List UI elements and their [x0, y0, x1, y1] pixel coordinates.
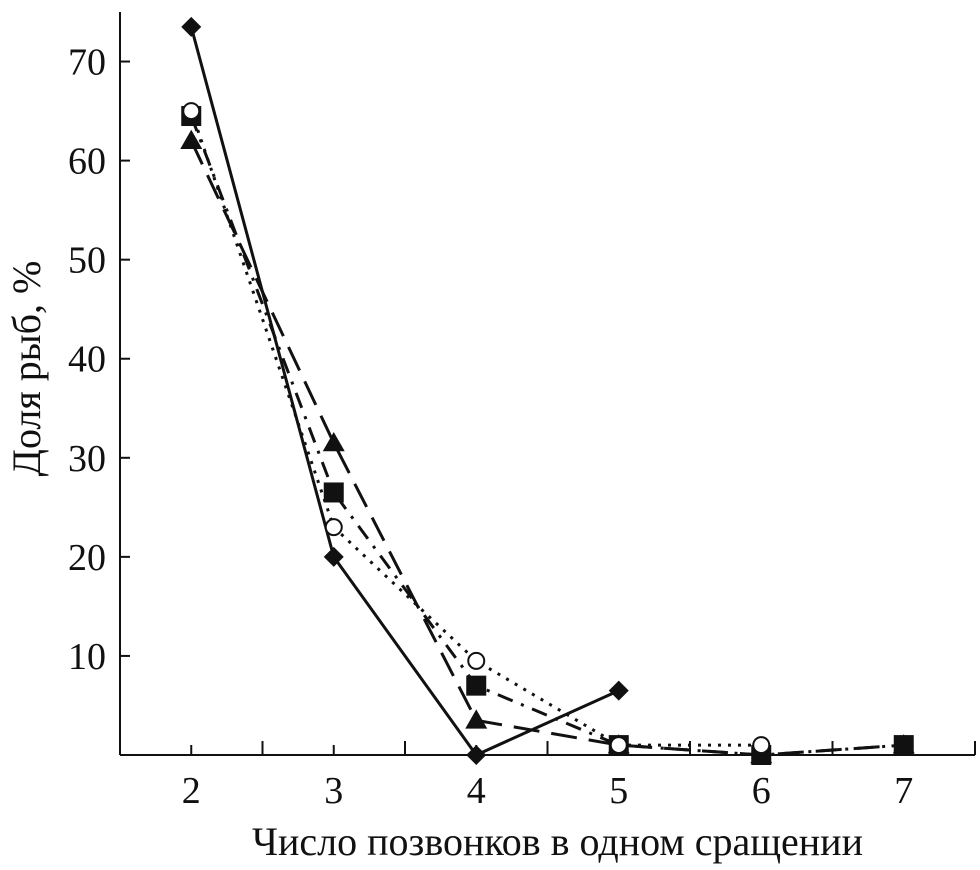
series-2-point	[322, 431, 345, 452]
series-1-point	[181, 16, 202, 37]
series-4-point	[609, 736, 628, 755]
axes: 10 20 30 40 50 60 70 2 3 4 5 6 7	[68, 12, 976, 812]
series-4-point	[182, 102, 201, 121]
x-tick-label: 6	[752, 770, 771, 812]
x-tick-label: 5	[609, 770, 628, 812]
y-tick-label: 20	[68, 537, 106, 579]
y-axis-title: Доля рыб, %	[4, 261, 49, 477]
series-3-point	[893, 735, 914, 756]
series-3-point	[323, 482, 344, 503]
series-2-point	[180, 129, 203, 150]
y-tick-label: 40	[68, 339, 106, 381]
x-axis-title: Число позвонков в одном сращении	[252, 819, 863, 864]
y-tick-label: 60	[68, 141, 106, 183]
series-2-line	[189, 140, 904, 757]
series-lines	[189, 26, 904, 757]
series-1-line	[189, 26, 620, 757]
x-tick-label: 3	[324, 770, 343, 812]
y-tick-label: 70	[68, 42, 106, 84]
x-tick-label: 7	[894, 770, 913, 812]
series-3-line	[189, 115, 904, 757]
series-4-point	[324, 518, 343, 537]
series-2-point	[465, 709, 488, 729]
series-1-point	[608, 680, 629, 701]
series-markers	[180, 16, 915, 765]
x-tick-label: 4	[467, 770, 486, 812]
series-3-point	[466, 675, 487, 696]
y-tick-label: 10	[68, 636, 106, 678]
series-4-point	[467, 651, 486, 670]
series-1-point	[466, 745, 487, 765]
y-tick-label: 50	[68, 240, 106, 282]
series-4-point	[752, 736, 771, 755]
y-tick-label: 30	[68, 438, 106, 480]
series-1-point	[323, 546, 344, 567]
series-4-line	[189, 110, 762, 747]
x-tick-label: 2	[182, 770, 201, 812]
